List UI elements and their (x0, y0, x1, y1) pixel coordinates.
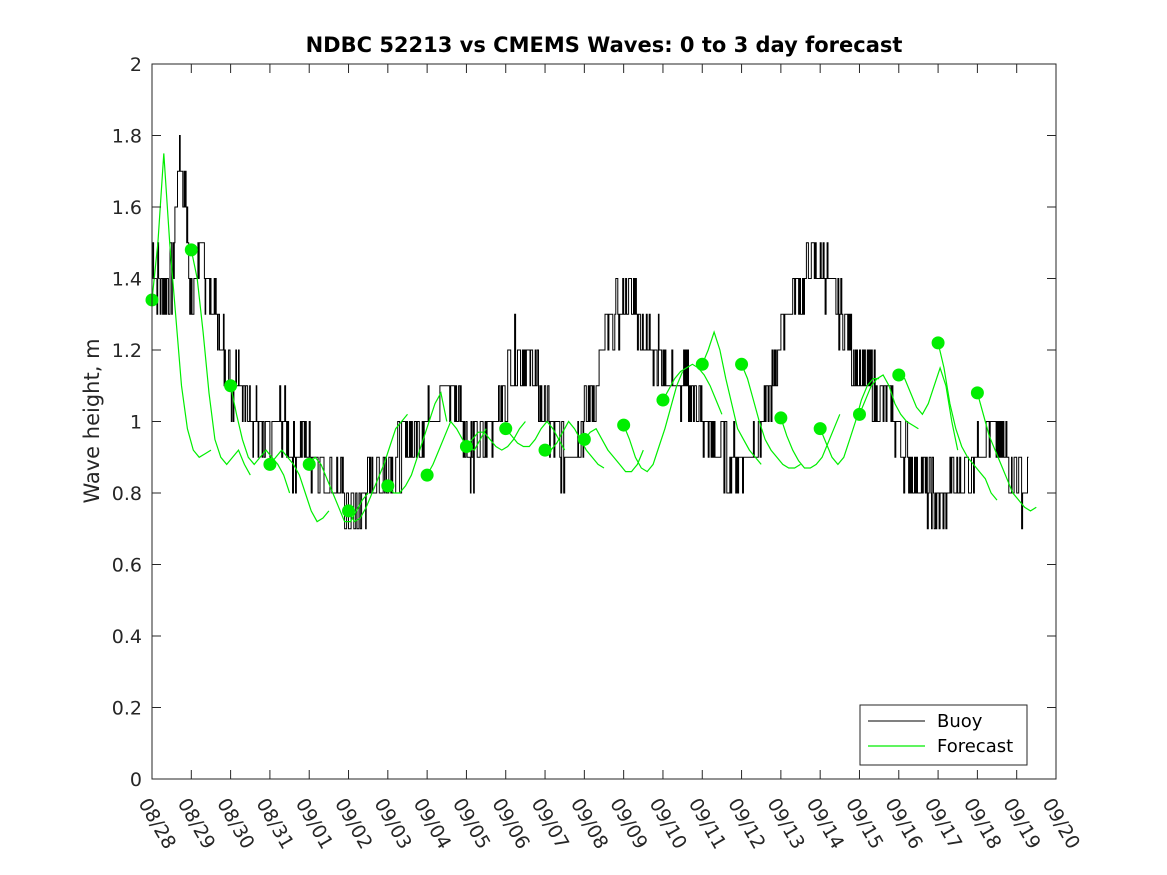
legend-forecast-label: Forecast (937, 736, 1013, 757)
forecast-run-line (701, 330, 762, 465)
forecast-run-line (976, 392, 1037, 512)
forecast-run-line (780, 414, 841, 469)
forecast-marker (302, 457, 316, 471)
forecast-run-line (505, 420, 566, 451)
forecast-run-line (347, 413, 408, 523)
forecast-marker (813, 422, 827, 436)
forecast-marker (381, 479, 395, 493)
forecast-run-line (387, 391, 448, 494)
y-tick-label: 0.2 (112, 698, 142, 720)
y-tick-label: 0.4 (112, 626, 142, 648)
forecast-marker (617, 418, 631, 432)
forecast-marker (499, 422, 513, 436)
forecast-run-line (898, 365, 959, 451)
y-tick-label: 1.6 (112, 197, 142, 219)
forecast-marker (263, 457, 277, 471)
forecast-run-line (230, 385, 291, 494)
forecast-marker (342, 504, 356, 518)
y-tick-label: 2 (130, 54, 142, 76)
forecast-marker (852, 407, 866, 421)
y-tick-label: 1.2 (112, 340, 142, 362)
forecast-run-line (662, 363, 723, 415)
forecast-run-line (741, 364, 801, 469)
forecast-marker (577, 432, 591, 446)
forecast-markers (145, 243, 984, 518)
forecast-marker (459, 440, 473, 454)
y-tick-label: 1.4 (112, 269, 142, 291)
y-tick-label: 1.8 (112, 126, 142, 148)
forecast-marker (184, 243, 198, 257)
legend-buoy-label: Buoy (937, 711, 983, 732)
forecast-marker (892, 368, 906, 382)
forecast-marker (420, 468, 434, 482)
forecast-run-line (151, 153, 212, 459)
buoy-line (152, 135, 1029, 530)
forecast-run-line (858, 374, 919, 430)
y-tick-label: 1 (130, 412, 142, 434)
legend-box (859, 704, 1028, 766)
forecast-marker (931, 336, 945, 350)
y-axis: 0 0.2 0.4 0.6 0.8 1 1.2 1.4 1.6 1.8 2 (112, 54, 1056, 791)
y-tick-label: 0.8 (112, 483, 142, 505)
forecast-run-line (465, 421, 526, 451)
legend: Buoy Forecast (859, 704, 1028, 766)
chart-title: NDBC 52213 vs CMEMS Waves: 0 to 3 day fo… (306, 33, 903, 57)
forecast-run-line (583, 427, 644, 473)
forecast-run-line (545, 420, 605, 469)
forecast-run-line (623, 371, 684, 473)
y-tick-label: 0.6 (112, 555, 142, 577)
y-tick-label: 0 (130, 769, 142, 791)
forecast-run-line (819, 378, 880, 466)
forecast-marker (774, 411, 788, 425)
forecast-series (151, 153, 1037, 523)
forecast-marker (538, 443, 552, 457)
forecast-marker (656, 393, 670, 407)
forecast-run-line (190, 249, 251, 476)
forecast-marker (735, 357, 749, 371)
forecast-marker (695, 357, 709, 371)
buoy-series (152, 135, 1029, 530)
forecast-run-line (269, 449, 330, 523)
y-axis-label: Wave height, m (80, 338, 104, 503)
forecast-run-line (308, 456, 369, 523)
forecast-run-line (426, 420, 487, 476)
forecast-marker (224, 379, 238, 393)
forecast-marker (970, 386, 984, 400)
forecast-run-line (937, 342, 998, 501)
